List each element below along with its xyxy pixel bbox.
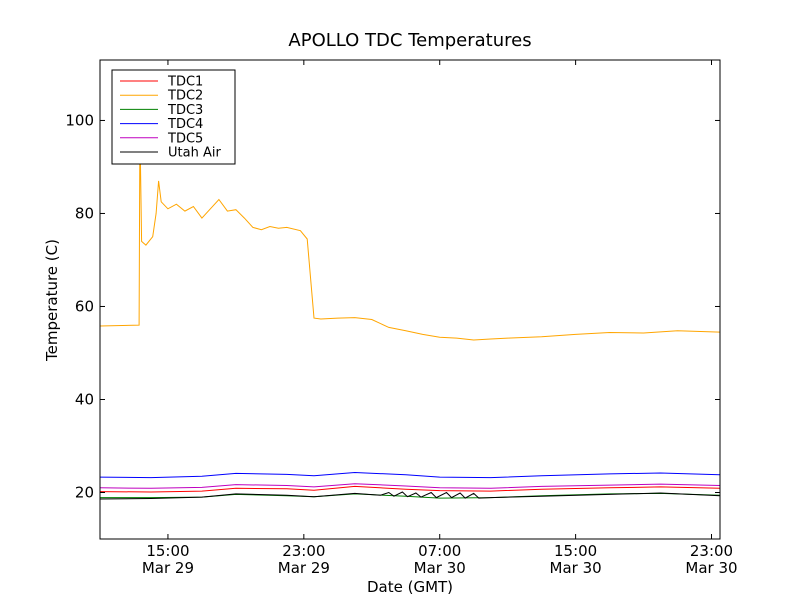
series-layer — [99, 125, 721, 500]
series-line-tdc1 — [99, 485, 721, 493]
legend-label-tdc2: TDC2 — [167, 89, 203, 104]
x-tick-label-time: 23:00 — [690, 542, 733, 560]
x-tick-label-date: Mar 30 — [550, 559, 602, 577]
x-tick-label-time: 23:00 — [282, 542, 325, 560]
y-tick-label: 60 — [75, 297, 94, 315]
series-line-tdc5 — [99, 483, 721, 489]
x-tick-label-time: 07:00 — [418, 542, 461, 560]
series-line-utah-air — [99, 491, 721, 500]
x-tick-label-date: Mar 29 — [142, 559, 194, 577]
plot-frame — [99, 59, 721, 540]
y-tick-label: 100 — [65, 111, 94, 129]
y-tick-label: 20 — [75, 483, 94, 501]
series-line-tdc4 — [99, 471, 721, 479]
x-tick-label-date: Mar 29 — [278, 559, 330, 577]
legend-label-utah-air: Utah Air — [168, 146, 221, 161]
chart-title: APOLLO TDC Temperatures — [288, 30, 531, 51]
x-tick-label-time: 15:00 — [554, 542, 597, 560]
legend-label-tdc5: TDC5 — [167, 131, 203, 146]
legend-label-tdc1: TDC1 — [167, 75, 203, 90]
x-axis-label: Date (GMT) — [367, 578, 453, 596]
legend-label-tdc3: TDC3 — [167, 103, 203, 118]
series-line-tdc2 — [99, 125, 721, 341]
x-tick-label-time: 15:00 — [146, 542, 189, 560]
legend-box — [111, 69, 236, 165]
legend-label-tdc4: TDC4 — [167, 117, 203, 132]
y-axis-label: Temperature (C) — [43, 239, 61, 362]
x-tick-label-date: Mar 30 — [685, 559, 737, 577]
y-tick-label: 80 — [75, 204, 94, 222]
x-tick-label-date: Mar 30 — [414, 559, 466, 577]
y-tick-label: 40 — [75, 390, 94, 408]
